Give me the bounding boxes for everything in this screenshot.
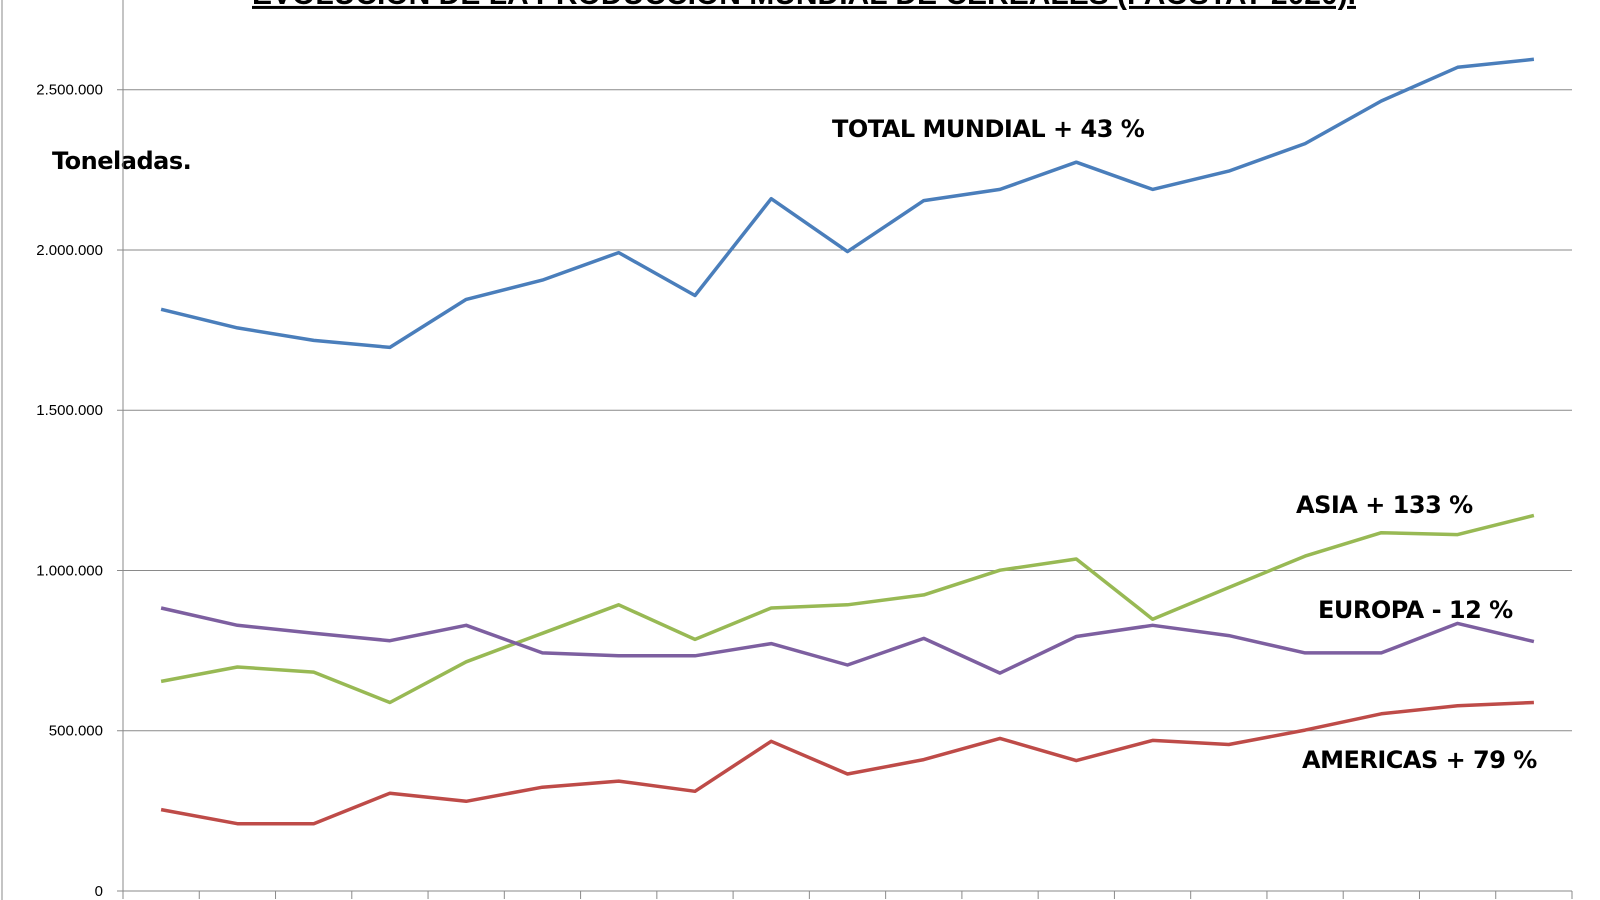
- series-label: TOTAL MUNDIAL + 43 %: [832, 115, 1145, 143]
- series-label: AMERICAS + 79 %: [1302, 746, 1537, 774]
- y-tick-label: 500.000: [49, 723, 103, 740]
- series-label: EUROPA - 12 %: [1318, 596, 1513, 624]
- series-line: [160, 700, 1534, 826]
- y-tick-label: 2.500.000: [36, 82, 103, 99]
- series-line: [160, 513, 1535, 705]
- y-tick-label: 1.500.000: [36, 402, 103, 419]
- y-axis-label: Toneladas.: [52, 147, 191, 175]
- series-line: [160, 57, 1535, 350]
- y-tick-label: 1.000.000: [36, 562, 103, 579]
- series-label: ASIA + 133 %: [1296, 491, 1473, 519]
- y-tick-label: 0: [95, 883, 103, 900]
- series-line: [160, 606, 1535, 675]
- chart-title: EVOLUCIÓN DE LA PRODUCCIÓN MUNDIAL DE CE…: [252, 0, 1356, 11]
- y-tick-label: 2.000.000: [36, 242, 103, 259]
